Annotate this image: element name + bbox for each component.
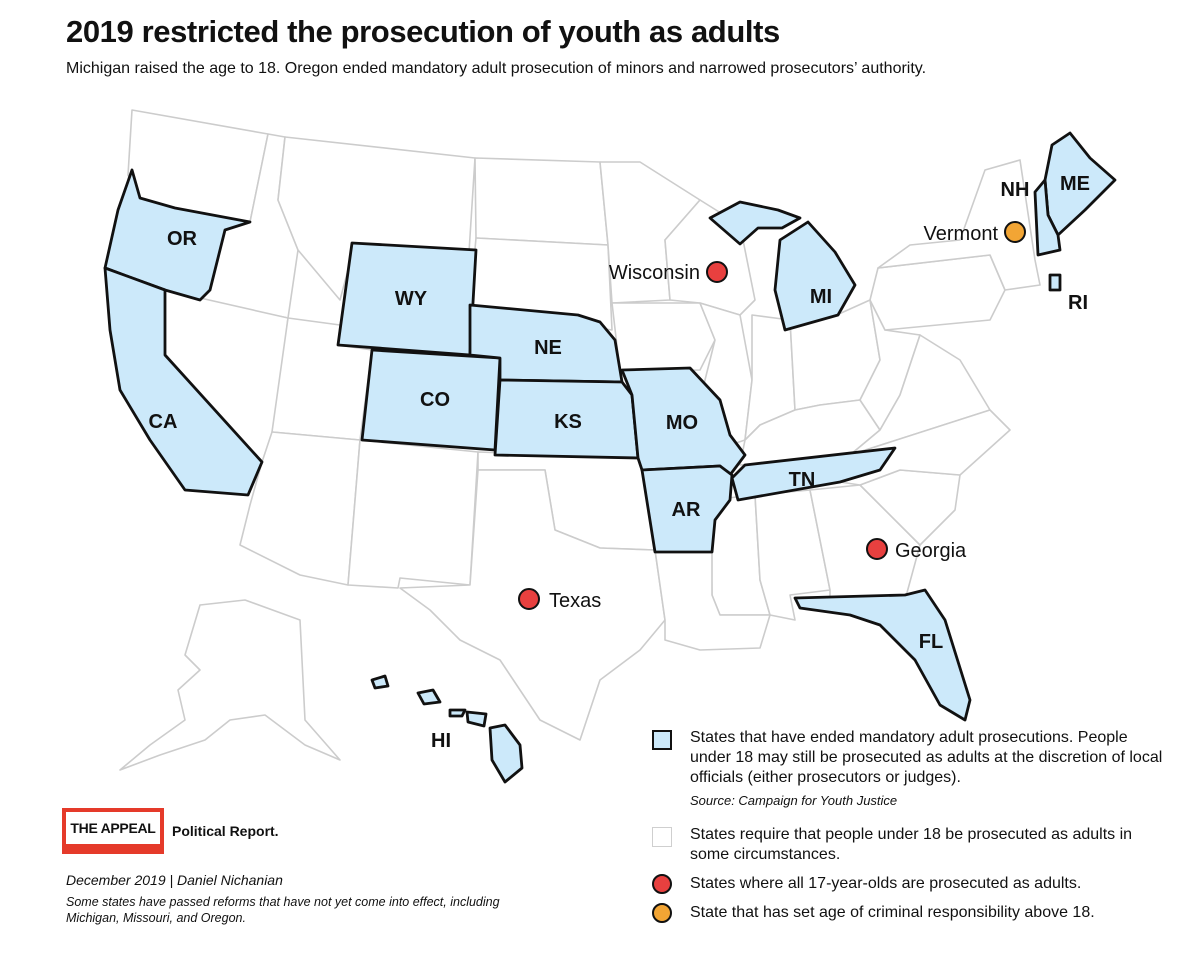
label-ar: AR bbox=[672, 499, 701, 521]
state-la bbox=[654, 549, 771, 651]
legend-swatch-red-dot bbox=[652, 874, 672, 894]
label-or: OR bbox=[167, 228, 198, 250]
state-mi-upper bbox=[708, 200, 802, 246]
label-ne: NE bbox=[534, 337, 562, 359]
dot-texas bbox=[518, 588, 540, 610]
state-ia bbox=[611, 302, 716, 373]
logo-name: THE APPEAL bbox=[66, 812, 160, 844]
state-fl bbox=[793, 588, 972, 722]
legend-swatch-light-blue bbox=[652, 730, 672, 750]
state-ca bbox=[103, 266, 264, 497]
credit-line: December 2019 | Daniel Nichanian bbox=[66, 872, 283, 888]
state-ri bbox=[1048, 273, 1062, 292]
state-mi bbox=[773, 220, 857, 332]
page-title: 2019 restricted the prosecution of youth… bbox=[66, 14, 780, 49]
legend-item-all-17: States where all 17-year-olds are prosec… bbox=[650, 874, 1170, 894]
state-nh bbox=[1033, 178, 1062, 257]
legend-item-ended-mandatory: States that have ended mandatory adult p… bbox=[650, 728, 1170, 811]
state-nm bbox=[347, 439, 479, 589]
label-me: ME bbox=[1060, 173, 1090, 195]
dot-vermont bbox=[1004, 221, 1026, 243]
logo-tagline: Political Report. bbox=[172, 823, 279, 839]
legend-text-above-18: State that has set age of criminal respo… bbox=[690, 904, 1095, 921]
legend: States that have ended mandatory adult p… bbox=[650, 728, 1170, 932]
state-ar bbox=[640, 464, 734, 554]
legend-swatch-orange-dot bbox=[652, 903, 672, 923]
label-co: CO bbox=[420, 389, 450, 411]
legend-item-above-18: State that has set age of criminal respo… bbox=[650, 903, 1170, 923]
label-mi: MI bbox=[810, 286, 832, 308]
footnote: Some states have passed reforms that hav… bbox=[66, 895, 500, 925]
state-hi-2 bbox=[416, 688, 442, 706]
legend-text-ended-mandatory: States that have ended mandatory adult p… bbox=[690, 729, 1163, 786]
ended-mandatory-states bbox=[103, 131, 1117, 784]
label-georgia: Georgia bbox=[895, 540, 967, 562]
state-ny bbox=[877, 159, 1041, 291]
label-fl: FL bbox=[919, 631, 943, 653]
label-ks: KS bbox=[554, 411, 582, 433]
label-vermont: Vermont bbox=[924, 223, 999, 245]
label-texas: Texas bbox=[549, 590, 601, 612]
state-tn bbox=[730, 446, 897, 502]
legend-item-requires-some: States require that people under 18 be p… bbox=[650, 825, 1170, 865]
label-tn: TN bbox=[789, 469, 816, 491]
page-subtitle: Michigan raised the age to 18. Oregon en… bbox=[66, 60, 927, 77]
legend-text-requires-some: States require that people under 18 be p… bbox=[690, 826, 1133, 863]
the-appeal-logo: THE APPEAL Political Report. bbox=[62, 808, 279, 854]
state-hi-5 bbox=[488, 723, 524, 784]
state-hi-3 bbox=[448, 708, 467, 718]
state-or bbox=[103, 168, 252, 302]
label-wisconsin: Wisconsin bbox=[609, 262, 700, 284]
state-hi-1 bbox=[370, 674, 390, 690]
logo-box: THE APPEAL bbox=[62, 808, 164, 854]
label-mo: MO bbox=[666, 412, 698, 434]
label-hi: HI bbox=[431, 730, 451, 752]
legend-swatch-white bbox=[652, 827, 672, 847]
state-nd bbox=[474, 157, 609, 246]
state-ak bbox=[119, 599, 341, 771]
legend-source: Source: Campaign for Youth Justice bbox=[690, 793, 898, 808]
dot-georgia bbox=[866, 538, 888, 560]
label-ca: CA bbox=[149, 411, 178, 433]
state-hi-4 bbox=[465, 710, 488, 728]
label-nh: NH bbox=[1001, 179, 1030, 201]
label-ri: RI bbox=[1068, 292, 1088, 314]
label-wy: WY bbox=[395, 288, 428, 310]
dot-wisconsin bbox=[706, 261, 728, 283]
legend-text-all-17: States where all 17-year-olds are prosec… bbox=[690, 875, 1082, 892]
